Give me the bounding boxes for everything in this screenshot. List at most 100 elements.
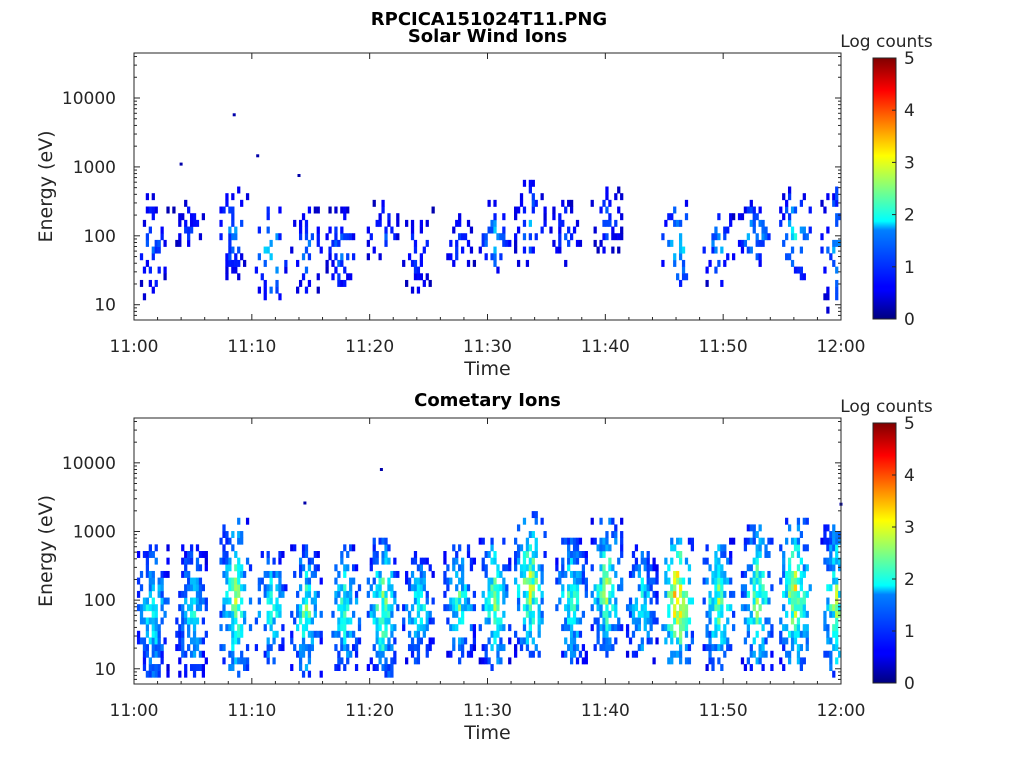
spectrogram-cell: [184, 664, 188, 671]
spectrogram-cell: [493, 213, 497, 221]
spectrogram-cell: [708, 590, 712, 598]
spectrogram-cell: [575, 590, 580, 598]
spectrogram-cell: [266, 644, 270, 652]
spectrogram-cell: [652, 557, 656, 565]
spectrogram-cell: [564, 233, 568, 241]
spectrogram-cell: [378, 213, 382, 221]
spectrogram-cell: [337, 657, 341, 665]
spectrogram-cell: [316, 273, 320, 281]
spectrogram-cell: [646, 590, 650, 598]
spectrogram-cell: [516, 597, 521, 605]
spectrogram-cell: [410, 259, 415, 267]
spectrogram-cell: [755, 544, 759, 552]
spectrogram-cell: [779, 219, 783, 227]
spectrogram-cell: [714, 246, 718, 254]
spectrogram-cell: [349, 650, 353, 658]
spectrogram-cell: [231, 577, 235, 585]
spectrogram-cell: [708, 610, 712, 618]
spectrogram-cell: [201, 664, 205, 671]
spectrogram-cell: [390, 624, 394, 632]
spectrogram-cell: [640, 610, 644, 618]
spectrogram-cell: [151, 577, 155, 585]
spectrogram-cell: [145, 557, 150, 565]
spectrogram-cell: [749, 564, 753, 572]
spectrogram-cell: [673, 584, 677, 592]
spectrogram-cell: [625, 650, 630, 658]
spectrogram-cell: [611, 584, 615, 592]
spectrogram-cell: [667, 610, 671, 618]
colorbar-tick-label: 5: [904, 49, 915, 69]
spectrogram-cell: [416, 624, 421, 632]
spectrogram-cell: [481, 537, 485, 545]
spectrogram-cell: [175, 617, 179, 625]
spectrogram-cell: [681, 604, 686, 612]
spectrogram-cell: [237, 630, 241, 638]
spectrogram-cell: [590, 590, 594, 598]
spectrogram-cell: [676, 650, 680, 658]
spectrogram-cell: [160, 233, 164, 241]
spectrogram-cell: [787, 597, 792, 605]
spectrogram-cell: [826, 584, 830, 592]
spectrogram-cell: [640, 577, 644, 585]
spectrogram-cell: [375, 557, 379, 565]
spectrogram-cell: [431, 206, 435, 214]
spectrogram-cell: [605, 233, 609, 241]
spectrogram-cell: [248, 624, 253, 632]
spectrogram-cell: [231, 246, 235, 254]
spectrogram-cell: [681, 617, 686, 625]
spectrogram-cell: [758, 657, 762, 665]
spectrogram-cell: [496, 630, 500, 638]
spectrogram-cell: [749, 650, 753, 658]
spectrogram-cell: [351, 564, 356, 572]
spectrogram-cell: [449, 597, 453, 605]
spectrogram-cell: [670, 557, 674, 565]
spectrogram-cell: [337, 259, 341, 267]
spectrogram-cell: [755, 564, 759, 572]
x-tick-label: 11:00: [110, 701, 159, 721]
spectrogram-cell: [493, 590, 497, 598]
spectrogram-cell: [178, 219, 182, 227]
spectrogram-cell: [599, 239, 603, 247]
spectrogram-cell: [148, 279, 152, 287]
spectrogram-cell: [746, 630, 750, 638]
spectrogram-cell: [228, 564, 232, 572]
spectrogram-cell: [349, 617, 353, 625]
spectrogram-cell: [245, 517, 250, 525]
spectrogram-cell: [455, 604, 459, 612]
spectrogram-cell: [343, 570, 347, 578]
spectrogram-cell: [334, 266, 338, 274]
spectrogram-cell: [346, 650, 350, 658]
spectrogram-cell: [670, 537, 674, 545]
spectrogram-cell: [805, 610, 809, 618]
spectrogram-cell: [419, 273, 423, 281]
spectrogram-cell: [139, 570, 144, 578]
spectrogram-cell: [705, 266, 709, 274]
spectrogram-cell: [166, 557, 170, 565]
spectrogram-cell: [184, 564, 188, 572]
spectrogram-cell: [746, 537, 750, 545]
spectrogram-cell: [222, 597, 226, 605]
spectrogram-cell: [534, 544, 538, 552]
spectrogram-cell: [790, 226, 795, 234]
spectrogram-cell: [181, 604, 185, 612]
spectrogram-cell: [602, 551, 606, 558]
spectrogram-cell: [617, 624, 621, 632]
spectrogram-cell: [761, 239, 765, 247]
spectrogram-cell: [443, 604, 447, 612]
spectrogram-cell: [717, 617, 721, 625]
spectrogram-cell: [525, 564, 530, 572]
spectrogram-cell: [555, 246, 559, 254]
spectrogram-cell: [799, 664, 804, 671]
spectrogram-cell: [643, 624, 647, 632]
spectrogram-cell: [602, 570, 606, 578]
spectrogram-cell: [425, 617, 429, 625]
spectrogram-cell: [393, 657, 397, 665]
spectrogram-cell: [723, 624, 727, 632]
spectrogram-cell: [178, 657, 182, 665]
spectrogram-cell: [702, 557, 706, 565]
spectrogram-cell: [184, 570, 188, 578]
spectrogram-cell: [154, 650, 158, 658]
spectrogram-cell: [717, 259, 721, 267]
spectrogram-cell: [605, 624, 609, 632]
spectrogram-cell: [351, 253, 356, 261]
